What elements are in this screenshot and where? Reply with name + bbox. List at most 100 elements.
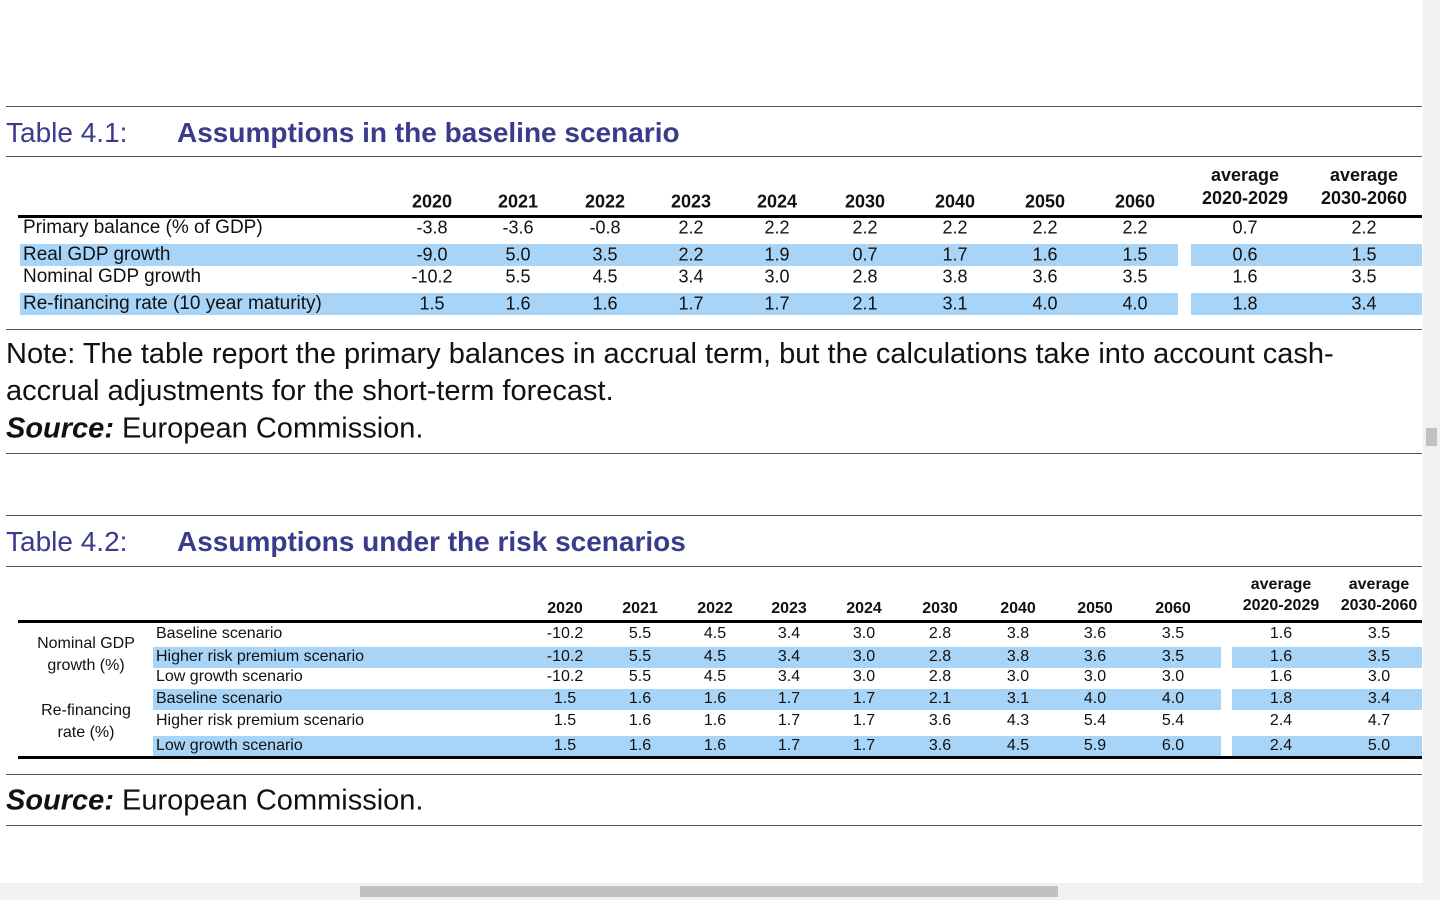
group-label: Re-financing rate (%) bbox=[41, 702, 131, 741]
table-label: Table 4.1: bbox=[6, 117, 128, 148]
cell: 3.0 bbox=[1161, 668, 1185, 685]
cell: 4.5 bbox=[703, 648, 727, 665]
cell: 3.1 bbox=[1006, 690, 1030, 707]
cell: 2.2 bbox=[678, 244, 704, 265]
cell: 4.5 bbox=[1006, 737, 1030, 754]
cell: 3.4 bbox=[777, 668, 801, 685]
cell: 3.5 bbox=[592, 244, 618, 265]
source-text: European Commission. bbox=[113, 412, 424, 445]
cell: 2.1 bbox=[928, 690, 952, 707]
column-header: 2023 bbox=[670, 191, 712, 212]
cell: 2.8 bbox=[928, 625, 952, 642]
row-highlight bbox=[20, 293, 1178, 315]
cell: 3.0 bbox=[1367, 668, 1391, 685]
row-label: Real GDP growth bbox=[23, 244, 171, 265]
column-header: 2040 bbox=[1000, 600, 1036, 617]
column-header: 2024 bbox=[756, 191, 798, 212]
cell: 1.7 bbox=[777, 690, 801, 707]
cell: 1.6 bbox=[1269, 648, 1293, 665]
cell: 1.5 bbox=[553, 712, 577, 729]
source-label: Source: bbox=[6, 412, 114, 445]
cell: 3.6 bbox=[1083, 625, 1107, 642]
cell: 5.0 bbox=[505, 244, 531, 265]
cell: 5.0 bbox=[1367, 737, 1391, 754]
cell: -10.2 bbox=[546, 668, 584, 685]
row-highlight bbox=[153, 647, 1221, 668]
scroll-thumb[interactable] bbox=[1426, 428, 1437, 446]
cell: 3.5 bbox=[1367, 648, 1391, 665]
row-highlight bbox=[153, 736, 1221, 757]
cell: 5.5 bbox=[505, 266, 531, 287]
row-highlight bbox=[1232, 689, 1422, 710]
cell: 2.2 bbox=[764, 217, 790, 238]
cell: 4.0 bbox=[1032, 293, 1058, 314]
cell: 1.6 bbox=[703, 712, 727, 729]
table-label: Table 4.2: bbox=[6, 526, 128, 557]
row-highlight bbox=[153, 689, 1221, 710]
cell: 1.6 bbox=[592, 293, 618, 314]
cell: 1.7 bbox=[942, 244, 968, 265]
cell: 3.0 bbox=[852, 648, 876, 665]
row-label: Higher risk premium scenario bbox=[156, 648, 365, 665]
cell: 5.9 bbox=[1083, 737, 1107, 754]
cell: 2.8 bbox=[852, 266, 878, 287]
cell: 1.6 bbox=[1232, 266, 1258, 287]
cell: 4.5 bbox=[703, 625, 727, 642]
column-header: 2021 bbox=[622, 600, 658, 617]
cell: 3.5 bbox=[1122, 266, 1148, 287]
rule bbox=[6, 156, 1422, 157]
cell: 5.4 bbox=[1083, 712, 1107, 729]
cell: 3.6 bbox=[928, 712, 952, 729]
cell: 1.6 bbox=[1269, 668, 1293, 685]
cell: -3.6 bbox=[502, 217, 534, 238]
rule-thick bbox=[18, 620, 1422, 623]
column-header: 2020 bbox=[411, 191, 453, 212]
cell: 1.7 bbox=[777, 712, 801, 729]
rule bbox=[6, 515, 1422, 516]
source-label: Source: bbox=[6, 784, 114, 817]
cell: 4.5 bbox=[592, 266, 618, 287]
rule-thick bbox=[18, 756, 1422, 759]
cell: 1.6 bbox=[505, 293, 531, 314]
cell: 3.4 bbox=[777, 648, 801, 665]
cell: 2.2 bbox=[1351, 217, 1377, 238]
cell: 2.1 bbox=[852, 293, 878, 314]
cell: 3.1 bbox=[942, 293, 968, 314]
cell: 3.4 bbox=[1367, 690, 1391, 707]
row-highlight bbox=[1232, 736, 1422, 757]
note: Note: The table report the primary balan… bbox=[6, 338, 1334, 407]
cell: 4.0 bbox=[1122, 293, 1148, 314]
cell: 1.5 bbox=[419, 293, 445, 314]
cell: 2.2 bbox=[1122, 217, 1148, 238]
cell: 1.6 bbox=[703, 737, 727, 754]
rule-thick bbox=[18, 215, 1422, 218]
column-header: average 2020-2029 bbox=[1201, 165, 1289, 208]
cell: 4.0 bbox=[1161, 690, 1185, 707]
cell: 3.6 bbox=[1032, 266, 1058, 287]
rule bbox=[6, 774, 1422, 775]
cell: 5.4 bbox=[1161, 712, 1185, 729]
rule bbox=[6, 453, 1422, 454]
cell: 3.6 bbox=[928, 737, 952, 754]
cell: 4.5 bbox=[703, 668, 727, 685]
rule bbox=[6, 825, 1422, 826]
row-label: Low growth scenario bbox=[156, 668, 303, 685]
cell: 0.7 bbox=[1232, 217, 1258, 238]
cell: 1.5 bbox=[1122, 244, 1148, 265]
scroll-thumb[interactable] bbox=[360, 886, 1058, 897]
cell: 1.7 bbox=[852, 737, 876, 754]
column-header: 2030 bbox=[844, 191, 886, 212]
cell: 1.6 bbox=[1269, 625, 1293, 642]
cell: 1.7 bbox=[852, 712, 876, 729]
cell: 3.4 bbox=[1351, 293, 1377, 314]
cell: 2.2 bbox=[1032, 217, 1058, 238]
cell: 2.2 bbox=[852, 217, 878, 238]
cell: 4.7 bbox=[1367, 712, 1391, 729]
column-header: 2023 bbox=[771, 600, 807, 617]
cell: 1.5 bbox=[1351, 244, 1377, 265]
cell: 3.0 bbox=[852, 668, 876, 685]
row-highlight bbox=[1191, 244, 1422, 266]
row-label: Nominal GDP growth bbox=[23, 266, 202, 287]
column-header: 2020 bbox=[547, 600, 583, 617]
cell: 1.7 bbox=[777, 737, 801, 754]
